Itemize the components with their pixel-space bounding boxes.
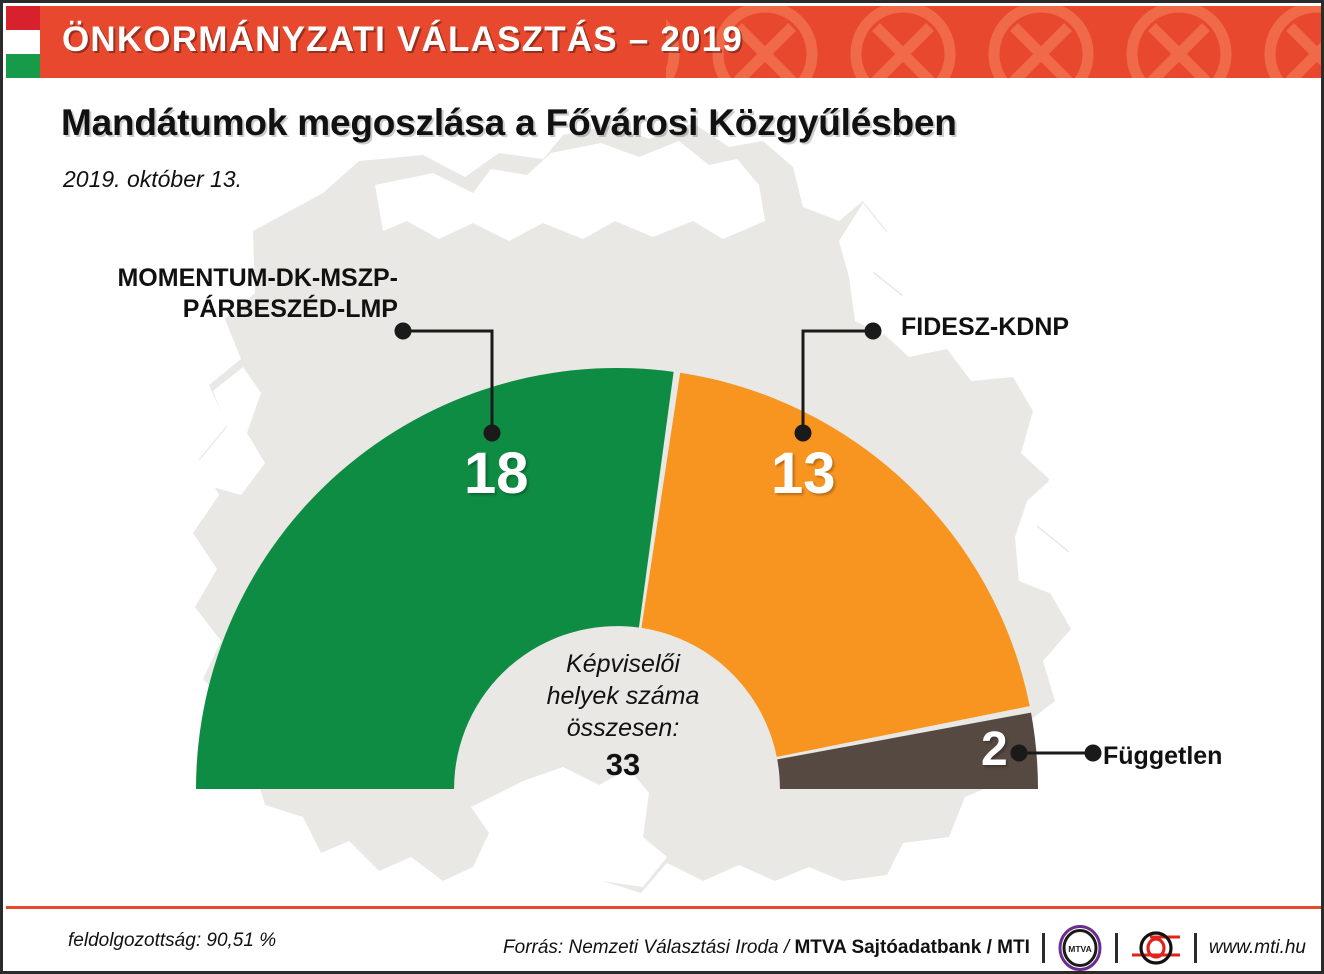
mti-logo-icon — [1131, 931, 1180, 965]
page-subtitle: 2019. október 13. — [63, 166, 243, 192]
center-total-value: 33 — [605, 747, 641, 782]
footer-processed: feldolgozottság: 90,51 % — [68, 930, 277, 951]
footer-url: www.mti.hu — [1208, 937, 1306, 958]
label-fidesz-kdnp: FIDESZ-KDNP — [901, 313, 1070, 341]
footer-source: Forrás: Nemzeti Választási Iroda / MTVA … — [503, 937, 1030, 959]
footer-divider-1 — [1041, 933, 1045, 963]
page-title: Mandátumok megoszlása a Fővárosi Közgyűl… — [61, 102, 957, 143]
banner-title: ÖNKORMÁNYZATI VÁLASZTÁS – 2019 — [62, 20, 743, 59]
value-fidesz-kdnp: 13 — [771, 441, 836, 506]
footer-divider-2 — [1114, 933, 1118, 963]
value-momentum-coalition: 18 — [464, 441, 529, 506]
center-line1: Képviselői — [566, 650, 680, 678]
callout-lines — [394, 322, 1102, 762]
mtva-logo-icon: MTVA — [1058, 925, 1102, 971]
footer-source-prefix: Forrás: Nemzeti Választási Iroda / — [503, 937, 795, 958]
header-banner: ÖNKORMÁNYZATI VÁLASZTÁS – 2019 — [6, 6, 1321, 78]
svg-text:MTVA: MTVA — [1068, 944, 1091, 954]
ballot-x-pattern — [666, 6, 1321, 78]
center-line3: összesen: — [566, 714, 680, 742]
footer-source-bold: MTVA Sajtóadatbank / MTI — [794, 937, 1030, 958]
label-momentum-coalition: MOMENTUM-DK-MSZP- PÁRBESZÉD-LMP — [58, 263, 398, 324]
slice-fidesz-kdnp[interactable] — [641, 372, 1030, 757]
label-fuggetlen: Független — [1103, 742, 1223, 770]
center-line2: helyek száma — [546, 682, 700, 710]
hungarian-flag-icon — [6, 6, 40, 78]
seat-donut-chart — [196, 322, 1102, 789]
footer-right-group: Forrás: Nemzeti Választási Iroda / MTVA … — [503, 925, 1306, 971]
label-momentum-line1: MOMENTUM-DK-MSZP- — [117, 264, 398, 292]
value-fuggetlen: 2 — [981, 723, 1008, 776]
label-momentum-line2: PÁRBESZÉD-LMP — [182, 294, 398, 323]
slice-f-ggetlen[interactable] — [777, 712, 1038, 789]
footer-divider — [6, 906, 1321, 909]
footer-divider-3 — [1193, 933, 1197, 963]
footer: feldolgozottság: 90,51 % Forrás: Nemzeti… — [6, 909, 1321, 971]
center-total-block: Képviselői helyek száma összesen: 33 — [482, 648, 764, 785]
slice-momentum-dk-mszp-p-rbesz-d-lmp[interactable] — [196, 367, 674, 789]
